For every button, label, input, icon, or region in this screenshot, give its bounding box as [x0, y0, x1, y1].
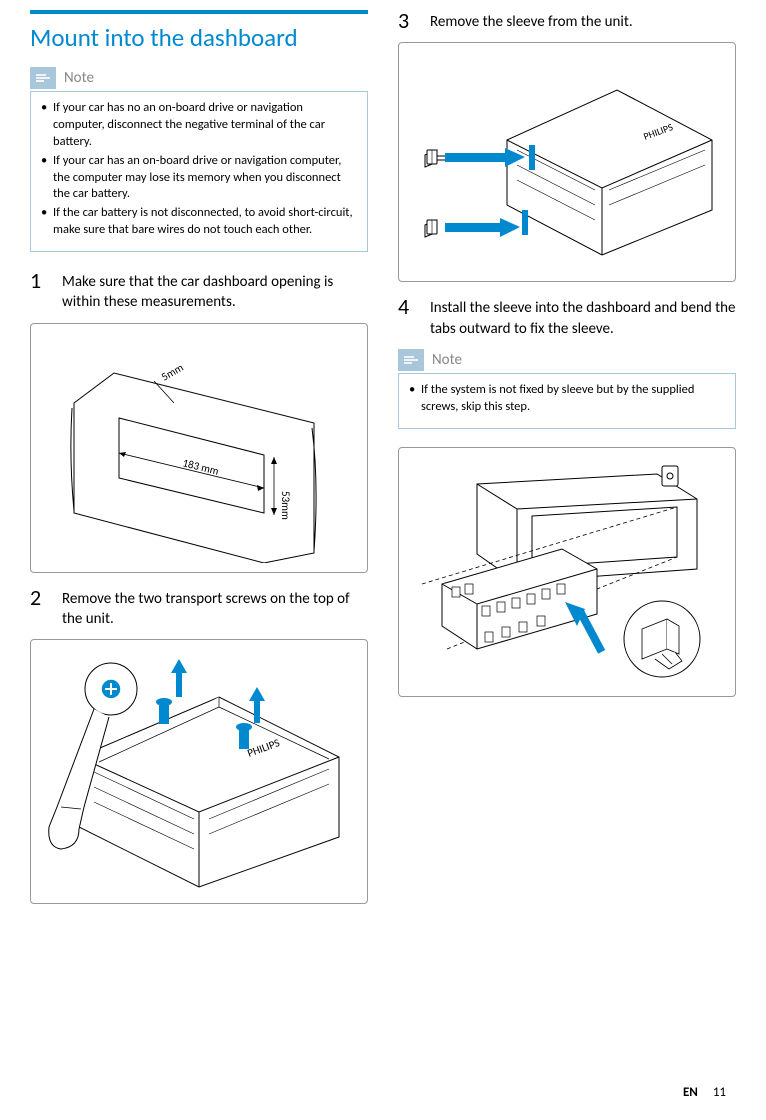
page-footer: EN 11: [683, 1085, 726, 1100]
right-column: 3 Remove the sleeve from the unit. PHILI…: [398, 10, 736, 914]
step-text: Make sure that the car dashboard opening…: [62, 270, 368, 313]
note-box-1: Note If your car has no an on-board driv…: [30, 67, 368, 252]
note-body: If your car has no an on-board drive or …: [30, 91, 368, 252]
note-item: If the car battery is not disconnected, …: [41, 205, 357, 239]
note-item: If the system is not fixed by sleeve but…: [409, 382, 725, 416]
step-text: Install the sleeve into the dashboard an…: [430, 296, 736, 339]
note-label: Note: [432, 351, 462, 369]
note-box-2: Note If the system is not fixed by sleev…: [398, 349, 736, 429]
note-icon: [398, 349, 424, 371]
figure-dashboard-opening: 183 mm 53mm 5mm: [30, 323, 368, 573]
step-number: 3: [398, 10, 416, 32]
step-number: 2: [30, 587, 48, 630]
figure-install-sleeve: 183 mm 53 mm: [398, 447, 736, 697]
page-container: Mount into the dashboard Note If your ca…: [0, 0, 766, 954]
step-3: 3 Remove the sleeve from the unit.: [398, 10, 736, 32]
note-item: If your car has no an on-board drive or …: [41, 100, 357, 151]
section-title: Mount into the dashboard: [30, 22, 368, 53]
step-number: 1: [30, 270, 48, 313]
note-icon: [30, 67, 56, 89]
note-header: Note: [398, 349, 736, 371]
dim-depth-label: 5mm: [159, 360, 186, 383]
step-4: 4 Install the sleeve into the dashboard …: [398, 296, 736, 339]
note-header: Note: [30, 67, 368, 89]
step-text: Remove the two transport screws on the t…: [62, 587, 368, 630]
figure-transport-screws: PHILIPS: [30, 639, 368, 904]
step-text: Remove the sleeve from the unit.: [430, 10, 633, 32]
accent-bar: [30, 10, 368, 14]
step-number: 4: [398, 296, 416, 339]
step-2: 2 Remove the two transport screws on the…: [30, 587, 368, 630]
figure-remove-sleeve: PHILIPS: [398, 42, 736, 282]
note-body: If the system is not fixed by sleeve but…: [398, 373, 736, 429]
note-item: If your car has an on-board drive or nav…: [41, 153, 357, 204]
footer-page: 11: [713, 1085, 726, 1100]
note-label: Note: [64, 69, 94, 87]
step-1: 1 Make sure that the car dashboard openi…: [30, 270, 368, 313]
left-column: Mount into the dashboard Note If your ca…: [30, 10, 368, 914]
footer-lang: EN: [683, 1085, 698, 1100]
dim-height-label: 53mm: [279, 491, 292, 520]
